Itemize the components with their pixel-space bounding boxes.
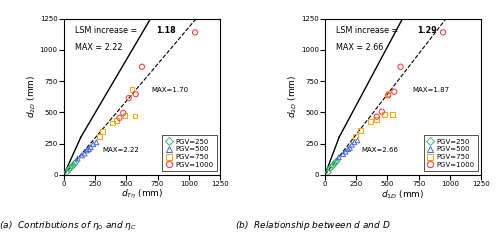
Point: [329, 164, 337, 167]
X-axis label: $d_{1D}$ (mm): $d_{1D}$ (mm): [382, 188, 425, 201]
Text: 1.18: 1.18: [156, 26, 176, 35]
Point: [324, 170, 332, 174]
Point: [116, 116, 124, 120]
Point: [373, 117, 381, 121]
Point: [328, 165, 336, 168]
Point: [121, 113, 129, 117]
Text: LSM increase =: LSM increase =: [75, 26, 140, 35]
Point: [352, 135, 360, 139]
Point: [67, 166, 75, 170]
Text: MAX = 2.66: MAX = 2.66: [336, 43, 383, 52]
Text: LSM increase =: LSM increase =: [336, 26, 400, 35]
Point: [439, 31, 447, 34]
Point: [98, 130, 106, 134]
Point: [390, 90, 398, 94]
Point: [63, 170, 71, 174]
Text: (a)  Contributions of $\eta_0$ and $\eta_C$: (a) Contributions of $\eta_0$ and $\eta_…: [0, 219, 136, 232]
Point: [128, 87, 136, 91]
Point: [72, 160, 80, 164]
Point: [138, 65, 146, 69]
Point: [378, 110, 386, 113]
Text: MAX = 2.22: MAX = 2.22: [75, 43, 122, 52]
Text: 1.29: 1.29: [417, 26, 437, 35]
Y-axis label: $d_{2D}$ (mm): $d_{2D}$ (mm): [26, 75, 38, 118]
Point: [68, 165, 76, 168]
Point: [346, 146, 354, 150]
Legend: PGV=250, PGV=500, PGV=750, PGV=1000: PGV=250, PGV=500, PGV=750, PGV=1000: [424, 135, 478, 171]
Point: [191, 31, 199, 34]
Point: [388, 112, 396, 116]
Point: [330, 162, 338, 166]
Point: [356, 129, 364, 132]
Text: MAX=2.22: MAX=2.22: [102, 147, 140, 153]
Point: [326, 167, 334, 170]
Point: [339, 152, 347, 156]
Point: [70, 164, 78, 167]
Text: MAX=2.66: MAX=2.66: [362, 147, 399, 153]
Point: [342, 150, 349, 154]
Point: [112, 119, 120, 122]
Point: [366, 120, 374, 123]
Point: [333, 159, 341, 163]
Y-axis label: $d_{2D}$ (mm): $d_{2D}$ (mm): [287, 75, 300, 118]
Point: [86, 145, 94, 149]
Point: [350, 140, 358, 144]
Point: [65, 167, 73, 171]
Point: [344, 147, 352, 151]
Point: [83, 148, 91, 152]
Point: [334, 155, 342, 159]
Point: [384, 94, 392, 97]
Point: [78, 154, 86, 157]
Text: MAX=1.87: MAX=1.87: [412, 87, 450, 93]
Point: [74, 157, 82, 160]
Point: [92, 140, 100, 144]
Point: [85, 147, 93, 151]
Point: [384, 92, 392, 96]
Point: [132, 92, 140, 96]
Point: [354, 139, 362, 142]
Point: [80, 152, 88, 155]
Point: [89, 142, 97, 146]
Point: [380, 112, 388, 116]
Point: [332, 160, 340, 164]
Legend: PGV=250, PGV=500, PGV=750, PGV=1000: PGV=250, PGV=500, PGV=750, PGV=1000: [162, 135, 216, 171]
Point: [119, 111, 127, 115]
Point: [373, 115, 381, 119]
Point: [96, 135, 104, 139]
Point: [108, 121, 116, 125]
Point: [396, 65, 404, 69]
Point: [70, 162, 78, 165]
Text: (b)  Relationship between $d$ and $D$: (b) Relationship between $d$ and $D$: [234, 219, 390, 232]
Point: [125, 96, 133, 100]
Text: MAX=1.70: MAX=1.70: [152, 87, 188, 93]
Point: [348, 143, 356, 147]
Point: [131, 114, 139, 118]
X-axis label: $d_{T\eta}$ (mm): $d_{T\eta}$ (mm): [120, 188, 163, 202]
